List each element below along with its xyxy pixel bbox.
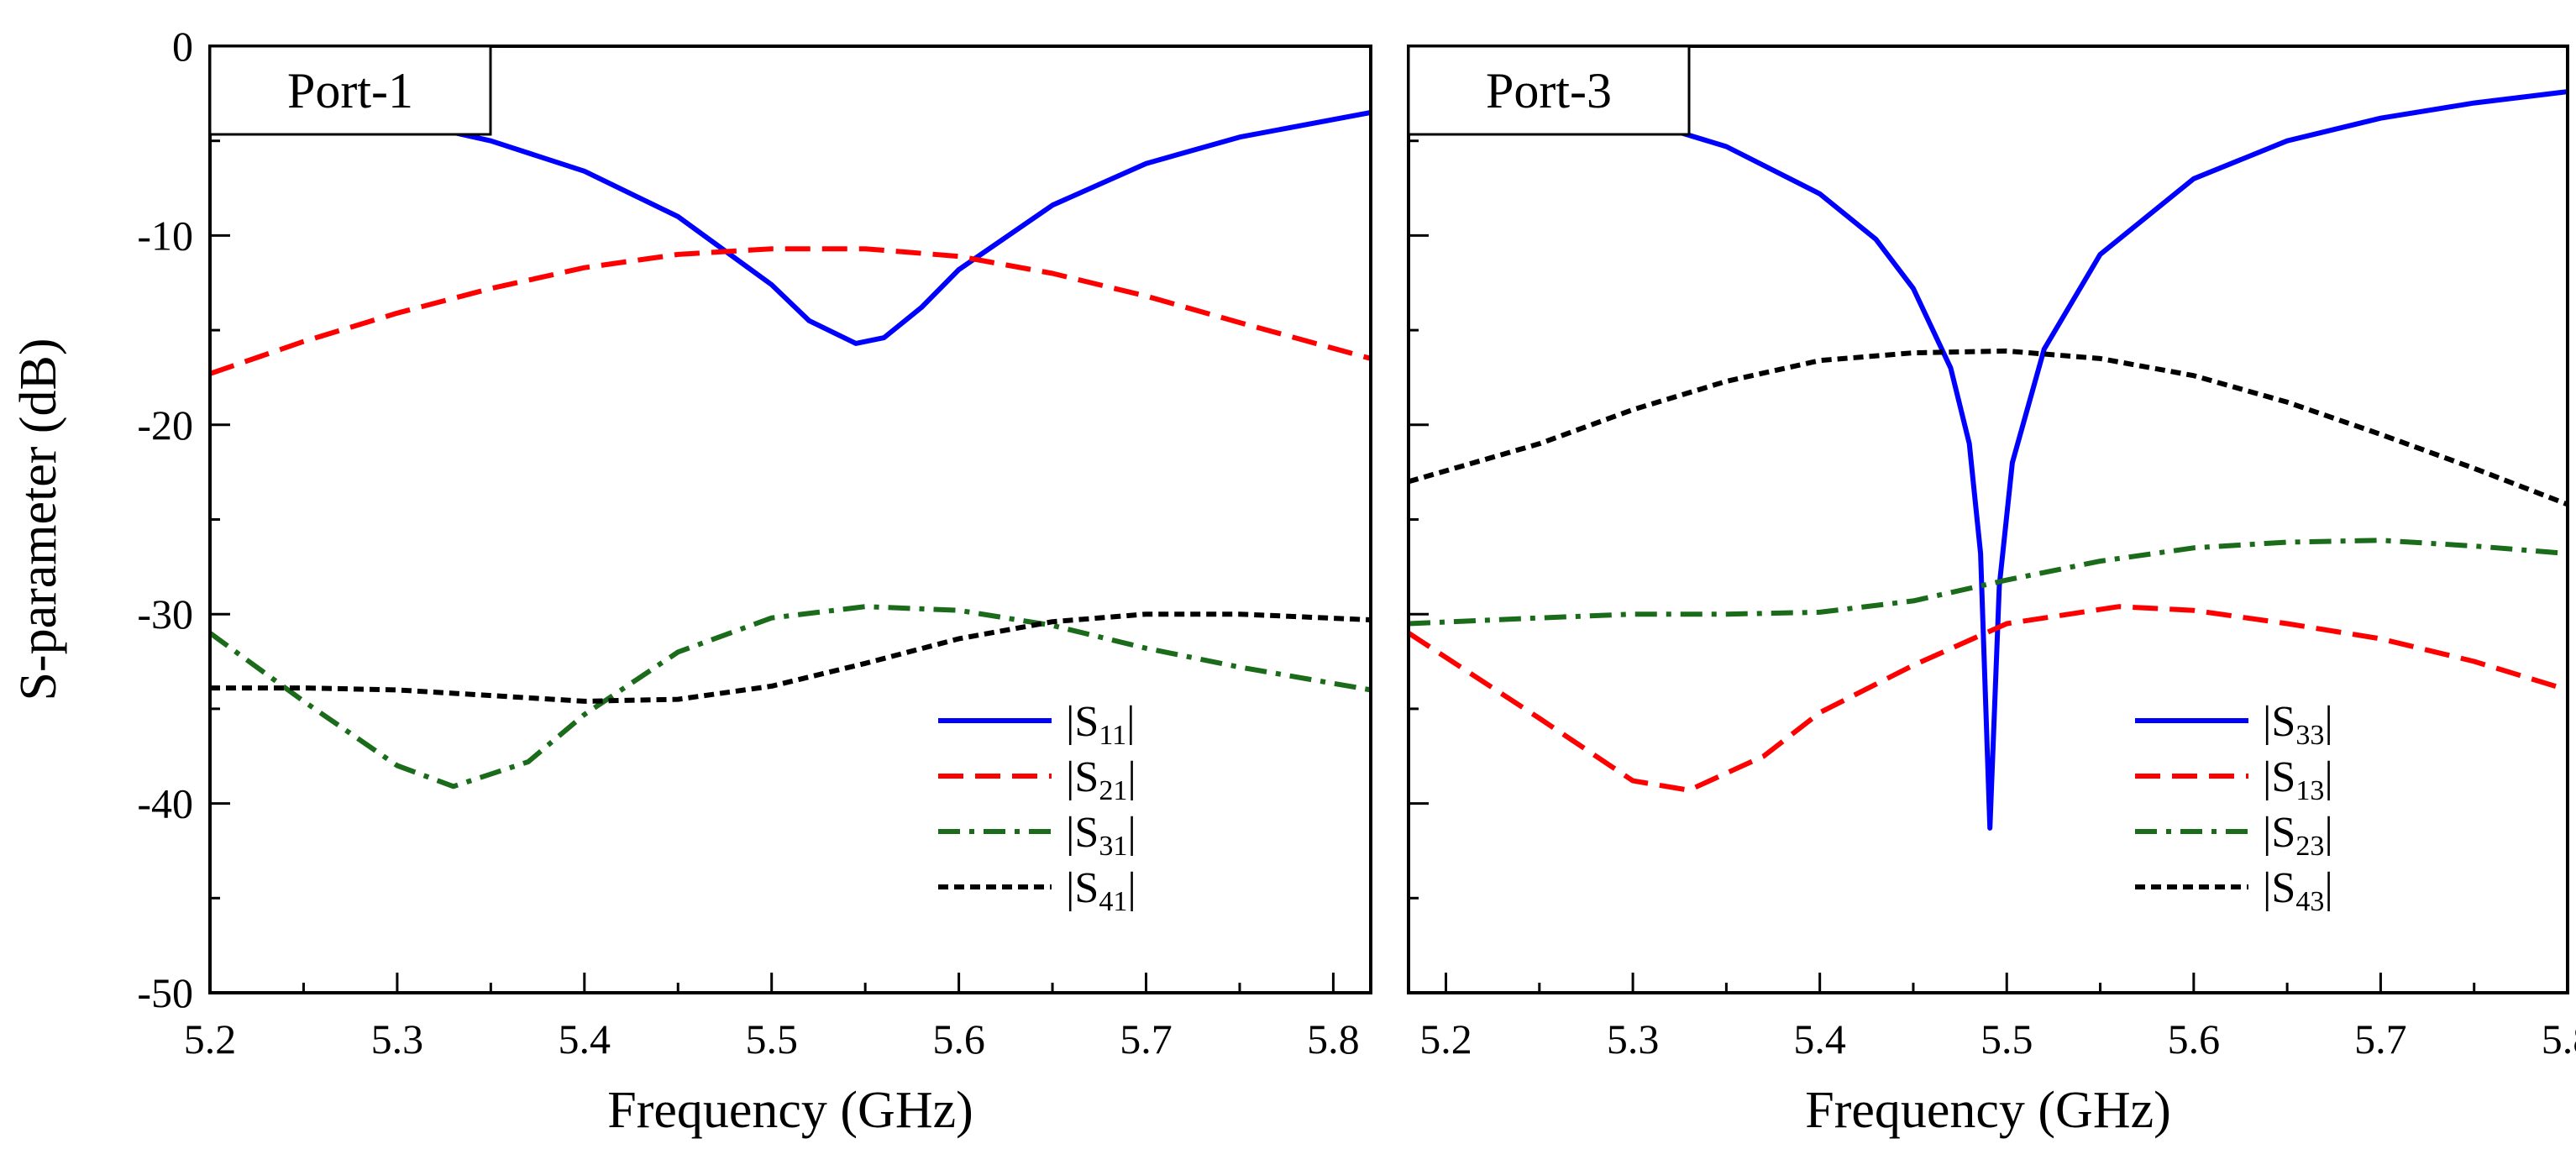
y-tick-label: -30 [137,590,193,637]
x-tick-label: 5.6 [2168,1015,2221,1062]
x-tick-label: 5.6 [932,1015,985,1062]
y-tick-label: -40 [137,780,193,827]
x-tick-label: 5.2 [1419,1015,1472,1062]
x-tick-label: 5.7 [2354,1015,2407,1062]
legend-label: |S31| [1066,809,1136,862]
y-tick-label: -10 [137,212,193,259]
port-3-panel: 5.2 5.3 5.4 5.5 5.6 5.7 5.8 Frequency (GHz) Port… [1407,45,2576,1139]
y-tick-label: -50 [137,969,193,1016]
legend-label: |S43| [2263,864,2333,917]
y-axis-label: S-parameter (dB) [10,338,67,700]
panel-label-box [208,45,492,136]
x-tick-label: 5.4 [559,1015,611,1062]
series-line-s13 [1409,604,2568,793]
series-line-s33 [1409,89,2568,831]
series-line-s31 [210,604,1371,790]
x-axis-label: Frequency (GHz) [607,1082,973,1139]
legend-label: |S41| [1066,864,1136,917]
series-line-s23 [1409,538,2568,627]
x-tick-label: 5.8 [1307,1015,1360,1062]
legend-label: |S11| [1066,698,1136,751]
x-tick-label: 5.3 [371,1015,424,1062]
x-tick-label: 5.3 [1607,1015,1660,1062]
series-line-s41 [210,611,1371,704]
plot-frame [208,45,1372,994]
panel-label: Port-3 [1486,63,1612,118]
x-tick-label: 5.5 [745,1015,798,1062]
x-tick-label: 5.4 [1793,1015,1846,1062]
series-line-s21 [210,246,1371,376]
series-line-s11 [210,100,1371,346]
x-axis-label: Frequency (GHz) [1805,1082,2171,1139]
legend-label: |S21| [1066,753,1136,806]
panel-label: Port-1 [287,63,413,118]
x-tick-label: 5.8 [2542,1015,2576,1062]
port-1-panel: 5.2 5.3 5.4 5.5 5.6 5.7 5.8 0 -10 -20 -30 -40 -50 Fre… [10,23,1372,1139]
y-tick-label: 0 [172,23,193,70]
panel-label-box [1407,45,1691,136]
x-tick-label: 5.5 [1981,1015,2033,1062]
plot-frame [1407,45,2569,994]
y-tick-label: -20 [137,401,193,449]
legend-label: |S13| [2263,753,2333,806]
x-tick-label: 5.2 [184,1015,237,1062]
legend-label: |S33| [2263,698,2333,751]
series-line-s43 [1409,348,2568,507]
x-tick-label: 5.7 [1120,1015,1173,1062]
legend-label: |S23| [2263,809,2333,862]
